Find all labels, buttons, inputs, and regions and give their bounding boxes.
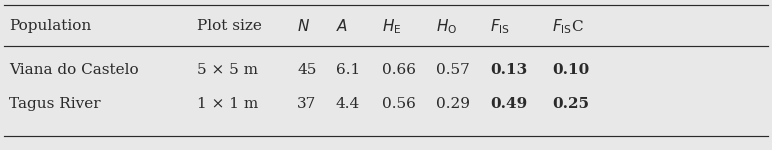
Text: 0.49: 0.49 bbox=[490, 97, 527, 111]
Text: 45: 45 bbox=[297, 63, 317, 77]
Text: 0.56: 0.56 bbox=[382, 97, 416, 111]
Text: 0.25: 0.25 bbox=[552, 97, 589, 111]
Text: 0.13: 0.13 bbox=[490, 63, 527, 77]
Text: 0.29: 0.29 bbox=[436, 97, 470, 111]
Text: 0.10: 0.10 bbox=[552, 63, 589, 77]
Text: Viana do Castelo: Viana do Castelo bbox=[9, 63, 139, 77]
Text: 5 × 5 m: 5 × 5 m bbox=[197, 63, 258, 77]
Text: 6.1: 6.1 bbox=[336, 63, 360, 77]
Text: 37: 37 bbox=[297, 97, 317, 111]
Text: 4.4: 4.4 bbox=[336, 97, 360, 111]
Text: $\mathit{F}_{\mathrm{IS}}$C: $\mathit{F}_{\mathrm{IS}}$C bbox=[552, 17, 584, 36]
Text: Population: Population bbox=[9, 19, 92, 33]
Text: $\mathit{A}$: $\mathit{A}$ bbox=[336, 18, 348, 34]
Text: $\mathit{F}_{\mathrm{IS}}$: $\mathit{F}_{\mathrm{IS}}$ bbox=[490, 17, 510, 36]
Text: 0.57: 0.57 bbox=[436, 63, 470, 77]
Text: $\mathit{H}_{\mathrm{O}}$: $\mathit{H}_{\mathrm{O}}$ bbox=[436, 17, 457, 36]
Text: Tagus River: Tagus River bbox=[9, 97, 101, 111]
Text: Plot size: Plot size bbox=[197, 19, 262, 33]
Text: $\mathit{H}_{\mathrm{E}}$: $\mathit{H}_{\mathrm{E}}$ bbox=[382, 17, 401, 36]
Text: 0.66: 0.66 bbox=[382, 63, 416, 77]
Text: 1 × 1 m: 1 × 1 m bbox=[197, 97, 258, 111]
Text: $\mathit{N}$: $\mathit{N}$ bbox=[297, 18, 310, 34]
